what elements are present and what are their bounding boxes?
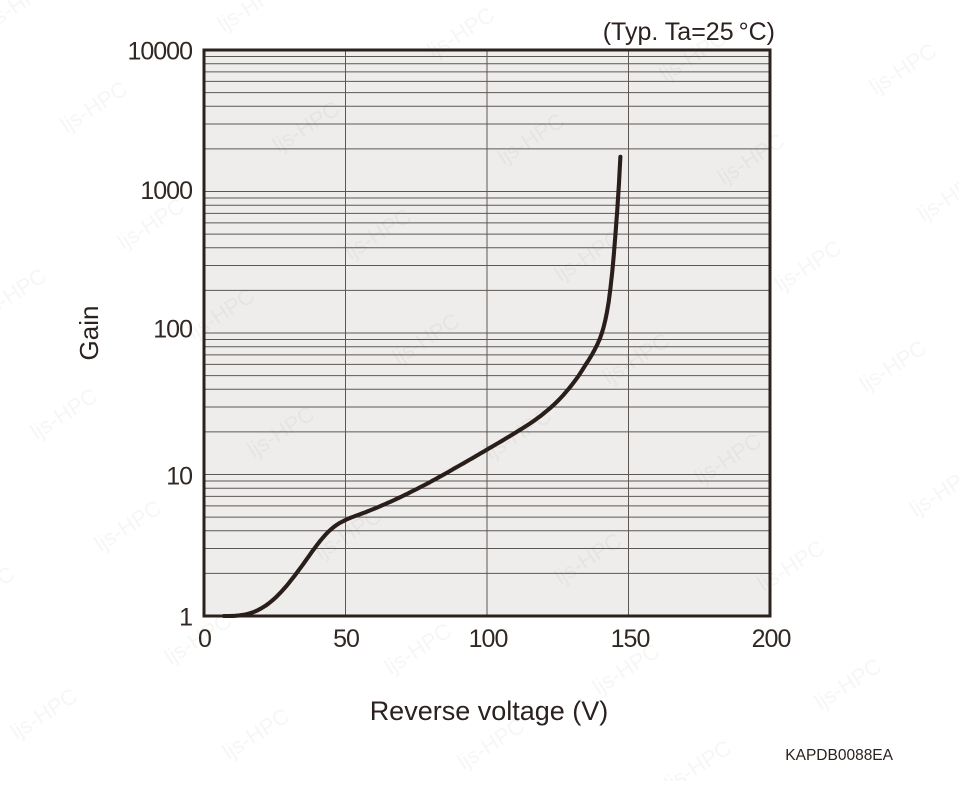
svg-text:1: 1 (179, 604, 192, 632)
svg-text:10: 10 (166, 463, 192, 491)
svg-text:10000: 10000 (127, 38, 192, 66)
svg-text:Reverse voltage (V): Reverse voltage (V) (370, 696, 609, 726)
svg-text:100: 100 (153, 316, 192, 344)
svg-text:1000: 1000 (140, 177, 192, 205)
svg-text:KAPDB0088EA: KAPDB0088EA (785, 747, 893, 764)
svg-text:Gain: Gain (74, 306, 104, 361)
svg-text:(Typ. Ta=25 °C): (Typ. Ta=25 °C) (603, 18, 775, 46)
svg-text:150: 150 (611, 625, 650, 653)
svg-text:100: 100 (469, 625, 508, 653)
svg-text:200: 200 (752, 625, 791, 653)
svg-text:50: 50 (333, 625, 359, 653)
svg-text:0: 0 (198, 625, 211, 653)
